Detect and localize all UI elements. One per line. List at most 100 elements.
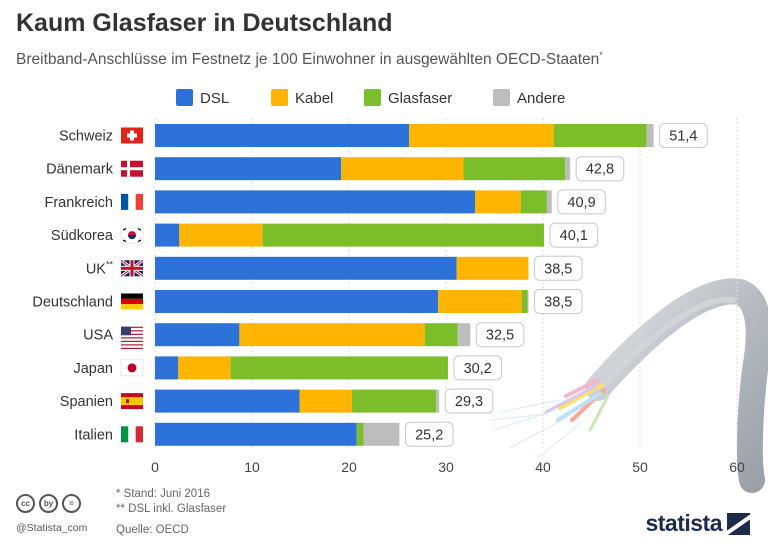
svg-text:32,5: 32,5 <box>486 328 514 344</box>
legend: DSL Kabel Glasfaser Andere <box>176 89 565 107</box>
bar-frankreich-dsl <box>155 190 476 214</box>
svg-text:40,9: 40,9 <box>567 195 595 211</box>
category-rows: Schweiz Dänemark Frankreich Südkorea UK** Deu… <box>32 127 144 443</box>
bar-usa-dsl <box>155 323 240 347</box>
subtitle-footnote-mark: * <box>599 50 603 60</box>
bar-italien-glasfaser <box>356 422 364 446</box>
bar-schweiz-kabel <box>409 124 554 147</box>
svg-text:38,5: 38,5 <box>544 261 572 277</box>
flag-it-icon <box>121 426 143 443</box>
bar-spanien-andere <box>436 389 440 413</box>
x-tick-label-0: 0 <box>151 459 159 475</box>
total-label-uk: 38,5 <box>533 255 583 281</box>
legend-item-dsl: DSL <box>176 89 229 107</box>
flag-fr-icon <box>121 193 143 210</box>
bar-spanien-dsl <box>155 389 300 413</box>
bar-italien-dsl <box>155 422 357 446</box>
svg-text:Glasfaser: Glasfaser <box>388 90 452 107</box>
cc-icon: cc <box>16 494 35 513</box>
svg-text:51,4: 51,4 <box>669 129 697 145</box>
fiber-cable-illustration <box>489 278 768 493</box>
x-tick-label-20: 20 <box>341 459 357 475</box>
footnote-uk: ** DSL inkl. Glasfaser <box>116 503 227 515</box>
flag-es-icon <box>121 393 143 410</box>
x-axis-ticks: 0 10 20 30 40 50 60 <box>151 459 745 475</box>
flag-dk-icon <box>121 160 143 177</box>
total-label-usa: 32,5 <box>475 322 525 348</box>
chart-title: Kaum Glasfaser in Deutschland <box>16 9 393 37</box>
bar-spanien-kabel <box>299 389 352 413</box>
subtitle-text: Breitband-Anschlüsse im Festnetz je 100 … <box>16 51 600 68</box>
bar-schweiz-glasfaser <box>553 124 647 147</box>
legend-item-glasfaser: Glasfaser <box>364 89 452 107</box>
x-tick-label-50: 50 <box>632 459 648 475</box>
source-note: Quelle: OECD <box>116 524 189 536</box>
cable-sheath <box>585 278 768 493</box>
bar-italien-andere <box>363 422 400 446</box>
flag-kr-icon <box>120 226 144 244</box>
x-tick-label-10: 10 <box>244 459 260 475</box>
bar-usa-andere <box>457 323 471 347</box>
x-tick-label-40: 40 <box>535 459 551 475</box>
x-tick-label-30: 30 <box>438 459 454 475</box>
bar-segments <box>155 124 654 446</box>
bar-dänemark-andere <box>565 157 571 181</box>
category-label-frankreich: Frankreich <box>45 195 114 211</box>
bar-usa-kabel <box>239 323 425 347</box>
bar-dänemark-kabel <box>341 157 464 181</box>
footnote-date: * Stand: Juni 2016 <box>116 488 210 500</box>
brand-name: statista <box>645 510 722 536</box>
flag-ch-icon <box>121 127 143 144</box>
legend-item-kabel: Kabel <box>271 89 333 107</box>
bar-deutschland-andere <box>527 290 529 313</box>
bar-usa-glasfaser <box>424 323 458 347</box>
bar-japan-kabel <box>178 356 231 380</box>
bar-frankreich-andere <box>546 190 552 214</box>
total-label-südkorea: 40,1 <box>549 222 599 248</box>
x-tick-label-60: 60 <box>729 459 745 475</box>
legend-item-andere: Andere <box>493 89 565 107</box>
svg-text:30,2: 30,2 <box>464 361 492 377</box>
bar-schweiz-dsl <box>155 124 410 147</box>
chart-subtitle: Breitband-Anschlüsse im Festnetz je 100 … <box>16 50 603 69</box>
cable-core <box>597 296 736 393</box>
svg-text:Andere: Andere <box>517 90 565 107</box>
svg-text:25,2: 25,2 <box>415 427 443 443</box>
category-label-schweiz: Schweiz <box>59 129 113 145</box>
bar-uk-kabel <box>456 256 529 280</box>
svg-text:38,5: 38,5 <box>544 295 572 311</box>
bar-spanien-glasfaser <box>351 389 437 413</box>
flag-us-icon <box>121 326 143 350</box>
category-label-japan: Japan <box>73 361 113 377</box>
svg-text:42,8: 42,8 <box>586 162 614 178</box>
bar-südkorea-kabel <box>179 223 263 247</box>
no-derivatives-icon: = <box>62 494 81 513</box>
category-label-uk: UK** <box>86 259 114 277</box>
total-label-dänemark: 42,8 <box>575 156 625 182</box>
bar-schweiz-andere <box>646 124 654 147</box>
flag-de-icon <box>121 293 143 310</box>
flag-uk-icon <box>120 259 144 278</box>
svg-text:29,3: 29,3 <box>455 394 483 410</box>
category-label-dänemark: Dänemark <box>46 162 114 178</box>
attribution-icon: by <box>39 494 58 513</box>
total-label-schweiz: 51,4 <box>659 123 708 148</box>
license-icons: cc by = <box>16 494 81 513</box>
category-label-südkorea: Südkorea <box>51 228 114 244</box>
category-label-deutschland: Deutschland <box>32 295 113 311</box>
brand-mark-icon <box>727 512 750 535</box>
footnotes: * Stand: Juni 2016 ** DSL inkl. Glasfase… <box>116 487 226 517</box>
svg-text:Kabel: Kabel <box>295 90 333 107</box>
total-label-italien: 25,2 <box>404 421 454 447</box>
bar-deutschland-kabel <box>438 290 522 313</box>
total-label-deutschland: 38,5 <box>533 289 583 314</box>
bar-japan-glasfaser <box>230 356 448 380</box>
bar-deutschland-dsl <box>155 290 439 313</box>
bar-dänemark-dsl <box>155 157 342 181</box>
twitter-handle: @Statista_com <box>16 522 88 534</box>
flag-jp-icon <box>120 359 144 377</box>
statista-logo: statista <box>645 510 750 537</box>
category-label-usa: USA <box>83 328 113 344</box>
bar-deutschland-glasfaser <box>521 290 528 313</box>
